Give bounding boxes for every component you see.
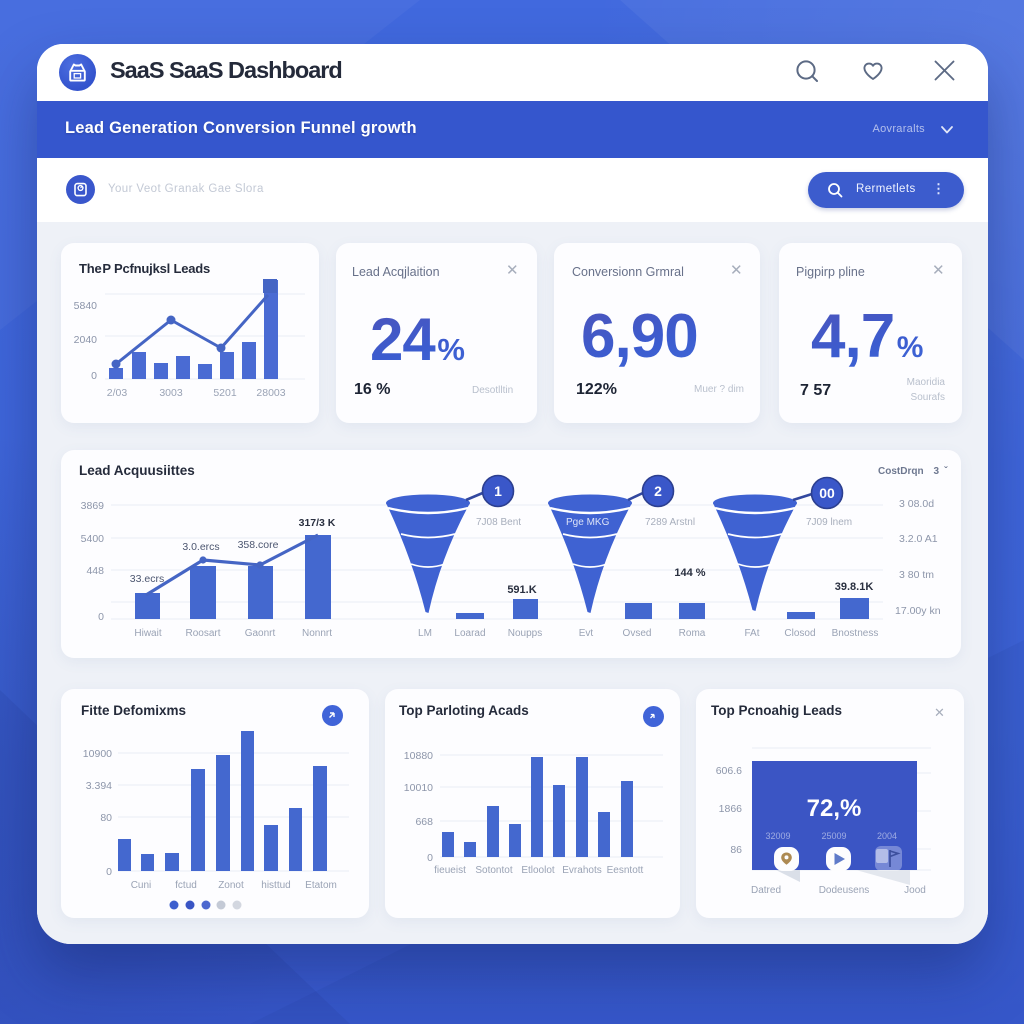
svg-text:39.8.1K: 39.8.1K: [835, 581, 874, 593]
svg-text:7289 Arstnl: 7289 Arstnl: [645, 517, 695, 528]
svg-text:Cuni: Cuni: [131, 880, 152, 891]
svg-text:144 %: 144 %: [674, 567, 705, 579]
svg-text:3 08.0d: 3 08.0d: [899, 498, 934, 510]
svg-text:histtud: histtud: [261, 880, 290, 891]
svg-text:5201: 5201: [213, 387, 237, 399]
svg-text:Dodeusens: Dodeusens: [819, 885, 870, 896]
svg-text:317/3 K: 317/3 K: [299, 517, 336, 529]
svg-text:Gaonrt: Gaonrt: [245, 628, 276, 639]
svg-text:00: 00: [819, 485, 835, 501]
svg-text:Etatom: Etatom: [305, 880, 337, 891]
svg-text:Evt: Evt: [579, 628, 594, 639]
svg-text:Bnostness: Bnostness: [832, 628, 879, 639]
svg-text:Zonot: Zonot: [218, 880, 244, 891]
svg-text:Loarad: Loarad: [454, 628, 485, 639]
svg-text:3.394: 3.394: [86, 780, 112, 792]
svg-text:1: 1: [494, 483, 502, 499]
svg-text:0: 0: [98, 611, 104, 623]
svg-text:3.0.ercs: 3.0.ercs: [182, 541, 219, 553]
svg-text:10900: 10900: [83, 748, 112, 760]
svg-text:Ovsed: Ovsed: [623, 628, 652, 639]
svg-text:fctud: fctud: [175, 880, 197, 891]
svg-text:668: 668: [415, 816, 433, 828]
svg-text:86: 86: [730, 844, 742, 856]
svg-text:Hiwait: Hiwait: [134, 628, 161, 639]
svg-text:2: 2: [654, 483, 662, 499]
svg-text:Jood: Jood: [904, 885, 926, 896]
svg-text:10880: 10880: [404, 750, 433, 762]
svg-text:3003: 3003: [159, 387, 183, 399]
svg-text:1866: 1866: [719, 803, 743, 815]
svg-text:Nonnrt: Nonnrt: [302, 628, 332, 639]
svg-text:606.6: 606.6: [716, 765, 742, 777]
svg-text:72,%: 72,%: [807, 795, 862, 822]
svg-text:Closod: Closod: [784, 628, 815, 639]
svg-text:3 80 tm: 3 80 tm: [899, 569, 934, 581]
svg-text:5840: 5840: [74, 300, 98, 312]
svg-text:0: 0: [91, 370, 97, 382]
svg-text:LM: LM: [418, 628, 432, 639]
svg-text:Pge MKG: Pge MKG: [566, 517, 610, 528]
svg-text:fieueist: fieueist: [434, 865, 466, 876]
svg-text:33.ecrs: 33.ecrs: [130, 573, 164, 585]
svg-text:Eesntott: Eesntott: [607, 865, 644, 876]
svg-text:0: 0: [106, 866, 112, 878]
svg-text:448: 448: [86, 565, 104, 577]
svg-text:Evrahots: Evrahots: [562, 865, 601, 876]
svg-text:25009: 25009: [821, 831, 846, 841]
svg-text:358.core: 358.core: [238, 539, 279, 551]
svg-text:3869: 3869: [81, 500, 105, 512]
svg-text:2/03: 2/03: [107, 387, 128, 399]
svg-text:0: 0: [427, 852, 433, 864]
svg-text:FAt: FAt: [744, 628, 759, 639]
svg-text:591.K: 591.K: [507, 584, 536, 596]
svg-text:3.2.0 A1: 3.2.0 A1: [899, 533, 938, 545]
svg-text:5400: 5400: [81, 533, 105, 545]
svg-text:Roosart: Roosart: [185, 628, 220, 639]
svg-text:Sotontot: Sotontot: [475, 865, 512, 876]
svg-text:80: 80: [100, 812, 112, 824]
svg-text:7J08 Bent: 7J08 Bent: [476, 517, 521, 528]
svg-text:7J09 lnem: 7J09 lnem: [806, 517, 852, 528]
svg-text:17.00y kn: 17.00y kn: [895, 605, 941, 617]
svg-text:2004: 2004: [877, 831, 897, 841]
svg-text:2040: 2040: [74, 334, 98, 346]
svg-text:28003: 28003: [256, 387, 285, 399]
svg-text:32009: 32009: [765, 831, 790, 841]
svg-text:Noupps: Noupps: [508, 628, 542, 639]
svg-text:Etloolot: Etloolot: [521, 865, 555, 876]
svg-text:Roma: Roma: [679, 628, 706, 639]
svg-text:Datred: Datred: [751, 885, 781, 896]
svg-text:10010: 10010: [404, 782, 433, 794]
